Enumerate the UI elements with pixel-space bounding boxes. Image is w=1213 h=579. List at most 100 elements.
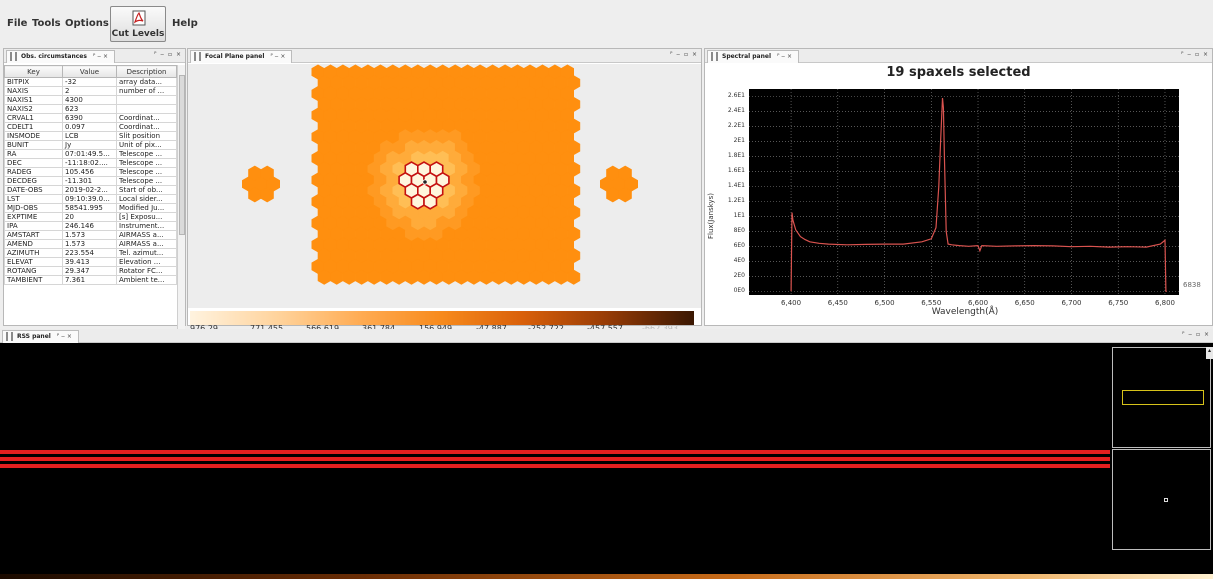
x-tick-label: 6,700	[1061, 299, 1082, 307]
table-row[interactable]: LST 09:10:39.0... Local sider...	[4, 194, 177, 204]
tab-rss[interactable]: RSS panel ᴾ ‒ ×	[2, 330, 79, 343]
table-row[interactable]: AZIMUTH 223.554 Tel. azimut...	[4, 248, 177, 258]
tab-controls-icon[interactable]: ᴾ ‒ ×	[93, 53, 108, 60]
table-row[interactable]: NAXIS1 4300	[4, 95, 177, 105]
obs-table-scrollbar[interactable]	[177, 65, 185, 374]
window-controls-icon[interactable]: ᴾ ‒ ▫ ×	[1182, 331, 1210, 338]
y-tick-label: 0E0	[733, 287, 745, 295]
sky-spaxel[interactable]	[248, 165, 262, 181]
colorbar-gradient	[190, 311, 694, 325]
table-row[interactable]: DEC -11:18:02.... Telescope ...	[4, 158, 177, 168]
selection-rectangle[interactable]	[1122, 390, 1204, 405]
cell-description: AIRMASS a...	[116, 230, 177, 240]
cell-value: 246.146	[62, 221, 117, 231]
menu-options[interactable]: Options	[65, 18, 109, 29]
cell-description: AIRMASS a...	[116, 239, 177, 249]
cell-value: LCB	[62, 131, 117, 141]
column-header-description[interactable]: Description	[116, 65, 177, 78]
menu-file[interactable]: File	[7, 18, 28, 29]
cut-levels-button[interactable]: Cut Levels	[110, 6, 166, 42]
table-row[interactable]: TAMBIENT 7.361 Ambient te...	[4, 275, 177, 285]
rss-image[interactable]: ▴	[0, 347, 1213, 574]
cell-key: DEC	[4, 158, 63, 168]
menu-tools[interactable]: Tools	[32, 18, 61, 29]
cell-key: AMSTART	[4, 230, 63, 240]
cell-key: NAXIS1	[4, 95, 63, 105]
cell-description: Telescope ...	[116, 158, 177, 168]
window-controls-icon[interactable]: ᴾ ‒ ▫ ×	[670, 51, 698, 58]
rss-overview-bottom[interactable]	[1112, 449, 1211, 550]
table-row[interactable]: NAXIS2 623	[4, 104, 177, 114]
chart-title: 19 spaxels selected	[886, 65, 1031, 80]
window-controls-icon[interactable]: ᴾ ‒ ▫ ×	[154, 51, 182, 58]
table-row[interactable]: ROTANG 29.347 Rotator FC...	[4, 266, 177, 276]
spectral-panel: Spectral panel ᴾ ‒ × ᴾ ‒ ▫ × 19 spaxels …	[704, 48, 1213, 326]
selected-spaxel[interactable]	[423, 193, 438, 210]
cell-key: CRVAL1	[4, 113, 63, 123]
spectrum-line	[790, 97, 1167, 292]
table-row[interactable]: BUNIT Jy Unit of pix...	[4, 140, 177, 150]
y-tick-label: 4E0	[733, 257, 745, 265]
sky-spaxel[interactable]	[606, 187, 620, 203]
x-tick-label: 6,500	[874, 299, 895, 307]
window-controls-icon[interactable]: ᴾ ‒ ▫ ×	[1181, 51, 1209, 58]
obs-table-container: Key Value Description BITPIX -32 array dat…	[4, 65, 184, 374]
table-row[interactable]: EXPTIME 20 [s] Exposu...	[4, 212, 177, 222]
cell-key: AZIMUTH	[4, 248, 63, 258]
cursor-marker	[1164, 498, 1168, 502]
cell-key: AMEND	[4, 239, 63, 249]
menu-help[interactable]: Help	[172, 18, 198, 29]
column-header-key[interactable]: Key	[4, 65, 63, 78]
cell-description: Coordinat...	[116, 122, 177, 132]
spectrum-plot[interactable]	[749, 89, 1179, 295]
cell-value: 4300	[62, 95, 117, 105]
column-header-value[interactable]: Value	[62, 65, 117, 78]
table-row[interactable]: INSMODE LCB Slit position	[4, 131, 177, 141]
table-row[interactable]: MJD-OBS 58541.995 Modified Ju...	[4, 203, 177, 213]
tab-focal-plane[interactable]: Focal Plane panel ᴾ ‒ ×	[190, 50, 293, 63]
colorbar-label: 361.784	[362, 324, 395, 333]
tab-obs-circumstances[interactable]: Obs. circumstances ᴾ ‒ ×	[6, 50, 115, 63]
table-row[interactable]: IPA 246.146 Instrument...	[4, 221, 177, 231]
overflow-label: 6838	[1183, 281, 1201, 289]
table-row[interactable]: AMEND 1.573 AIRMASS a...	[4, 239, 177, 249]
y-tick-label: 1.4E1	[727, 182, 745, 190]
table-row[interactable]: DECDEG -11.301 Telescope ...	[4, 176, 177, 186]
x-tick-label: 6,750	[1108, 299, 1129, 307]
cell-key: IPA	[4, 221, 63, 231]
cell-description: Telescope ...	[116, 176, 177, 186]
table-row[interactable]: RA 07:01:49.5... Telescope ...	[4, 149, 177, 159]
spectrum-row	[0, 457, 1110, 461]
rss-overview-top[interactable]	[1112, 347, 1211, 448]
tab-controls-icon[interactable]: ᴾ ‒ ×	[777, 53, 793, 60]
table-row[interactable]: NAXIS 2 number of ...	[4, 86, 177, 96]
spaxel[interactable]	[567, 269, 581, 285]
sky-spaxel[interactable]	[606, 165, 620, 181]
tab-label: Spectral panel	[722, 53, 772, 60]
sky-spaxel[interactable]	[248, 187, 262, 203]
table-row[interactable]: BITPIX -32 array data...	[4, 77, 177, 87]
y-tick-label: 1.6E1	[727, 167, 745, 175]
table-row[interactable]: ELEVAT 39.413 Elevation ...	[4, 257, 177, 267]
focal-plane-image[interactable]	[188, 64, 701, 308]
table-row[interactable]: CDELT1 0.097 Coordinat...	[4, 122, 177, 132]
x-tick-label: 6,800	[1154, 299, 1175, 307]
cell-key: NAXIS2	[4, 104, 63, 114]
table-row[interactable]: AMSTART 1.573 AIRMASS a...	[4, 230, 177, 240]
tab-spectral[interactable]: Spectral panel ᴾ ‒ ×	[707, 50, 800, 63]
table-row[interactable]: RADEG 105.456 Telescope ...	[4, 167, 177, 177]
table-row[interactable]: CRVAL1 6390 Coordinat...	[4, 113, 177, 123]
table-row[interactable]: DATE-OBS 2019-02-2... Start of ob...	[4, 185, 177, 195]
y-tick-label: 1.8E1	[727, 152, 745, 160]
x-tick-label: 6,550	[921, 299, 942, 307]
scrollbar-thumb[interactable]	[179, 75, 185, 235]
grip-icon	[6, 332, 13, 341]
selected-spaxel[interactable]	[410, 193, 425, 210]
colorbar-label: 976.29	[190, 324, 218, 333]
x-tick-label: 6,400	[781, 299, 802, 307]
tab-controls-icon[interactable]: ᴾ ‒ ×	[270, 53, 286, 60]
cell-value: 29.347	[62, 266, 117, 276]
tab-controls-icon[interactable]: ᴾ ‒ ×	[56, 333, 72, 340]
scroll-up-icon[interactable]: ▴	[1206, 347, 1213, 359]
rss-panel: RSS panel ᴾ ‒ × ᴾ ‒ ▫ × ▴	[0, 329, 1213, 574]
